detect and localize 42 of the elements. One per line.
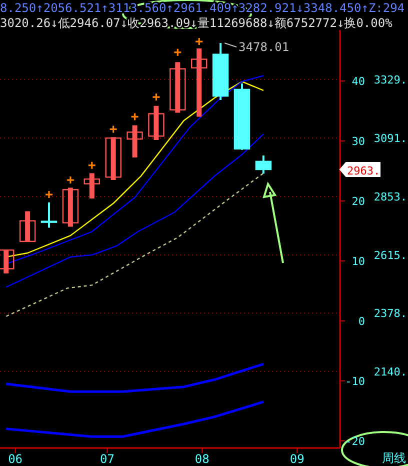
candlestick bbox=[62, 188, 79, 227]
y2-tick-label: 40 bbox=[352, 74, 365, 88]
candlestick bbox=[148, 106, 164, 140]
candlestick bbox=[126, 125, 143, 158]
point bbox=[66, 176, 74, 184]
y2-tick-label: 20 bbox=[352, 194, 365, 208]
line-series bbox=[6, 134, 264, 288]
x-tick-label: 07 bbox=[100, 452, 114, 466]
text: 周线 bbox=[382, 451, 406, 465]
line-series bbox=[4, 400, 265, 438]
point bbox=[196, 38, 203, 46]
x-tick-label: 09 bbox=[290, 452, 304, 466]
y-tick-label: 3091. bbox=[374, 132, 407, 146]
candlestick bbox=[190, 48, 208, 117]
y2-tick-label: -10 bbox=[345, 374, 365, 388]
y-tick-label: 3329. bbox=[374, 74, 407, 87]
candlestick bbox=[255, 154, 272, 175]
y2-tick-label: 0 bbox=[358, 314, 365, 328]
y-tick-label: 2378. bbox=[374, 307, 407, 320]
y-tick-label: 2615. bbox=[374, 248, 407, 262]
point bbox=[46, 191, 53, 198]
point bbox=[88, 162, 96, 169]
candlestick bbox=[84, 173, 100, 198]
y-tick-label: 2140. bbox=[374, 366, 407, 379]
candlestick bbox=[40, 201, 58, 229]
text: 2963. bbox=[347, 164, 380, 178]
point bbox=[110, 126, 117, 133]
point bbox=[174, 48, 182, 56]
x-tick-label: 06 bbox=[8, 452, 23, 466]
y2-tick-label: 10 bbox=[352, 254, 365, 268]
x-tick-label: 08 bbox=[194, 452, 210, 466]
annotation: 3478.01 bbox=[238, 40, 290, 54]
point bbox=[131, 113, 138, 120]
candlestick bbox=[19, 211, 36, 242]
line-series bbox=[6, 172, 264, 317]
y-tick-label: 2853. bbox=[374, 190, 407, 204]
y2-tick-label: 30 bbox=[352, 134, 365, 148]
point bbox=[152, 94, 160, 101]
candlestick bbox=[170, 62, 186, 113]
line-series bbox=[4, 362, 265, 393]
candlestick bbox=[105, 137, 122, 180]
y2-tick-label: -20 bbox=[345, 434, 365, 448]
